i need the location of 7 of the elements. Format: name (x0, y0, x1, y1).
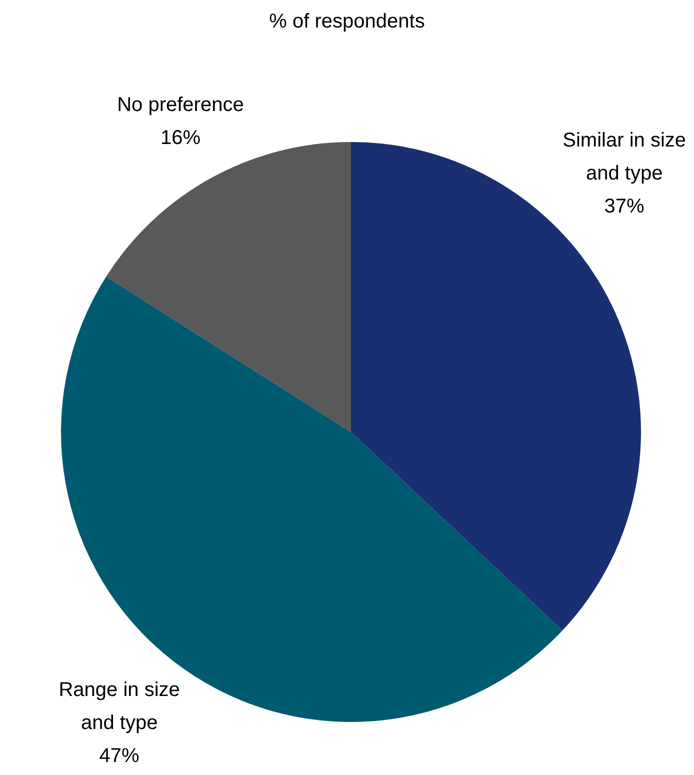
slice-label: Range in size and type (58, 679, 180, 734)
slice-label: Similar in size and type (562, 129, 686, 184)
data-label: 37% (604, 195, 645, 218)
data-label: 47% (99, 745, 140, 768)
data-label: 16% (160, 126, 201, 149)
chart-title: % of respondents (269, 10, 425, 33)
slice-label: No preference (117, 94, 244, 116)
